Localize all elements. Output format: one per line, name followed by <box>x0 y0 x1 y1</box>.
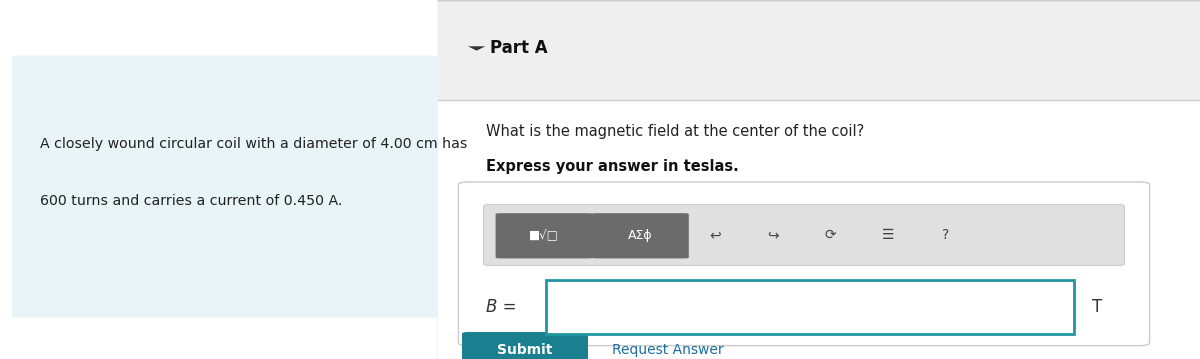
Text: ?: ? <box>942 228 949 242</box>
Text: ■√□: ■√□ <box>529 229 559 242</box>
FancyBboxPatch shape <box>496 213 593 258</box>
Text: Request Answer: Request Answer <box>612 343 724 357</box>
Text: A closely wound circular coil with a diameter of 4.00 cm has: A closely wound circular coil with a dia… <box>40 136 467 150</box>
FancyBboxPatch shape <box>12 56 438 318</box>
Text: 600 turns and carries a current of 0.450 A.: 600 turns and carries a current of 0.450… <box>40 194 342 208</box>
FancyBboxPatch shape <box>484 205 1124 266</box>
FancyBboxPatch shape <box>546 280 1074 334</box>
Text: Submit: Submit <box>497 343 553 357</box>
Text: Part A: Part A <box>490 39 547 57</box>
Text: ↩: ↩ <box>709 228 721 242</box>
Text: T: T <box>1092 298 1103 316</box>
Text: B =: B = <box>486 298 516 316</box>
Bar <box>438 101 1200 359</box>
Text: What is the magnetic field at the center of the coil?: What is the magnetic field at the center… <box>486 123 864 139</box>
Text: ☰: ☰ <box>882 228 894 242</box>
FancyBboxPatch shape <box>462 332 588 359</box>
Text: ↪: ↪ <box>767 228 779 242</box>
Polygon shape <box>468 46 485 51</box>
Text: Express your answer in teslas.: Express your answer in teslas. <box>486 159 739 174</box>
FancyBboxPatch shape <box>592 213 689 258</box>
Text: AΣϕ: AΣϕ <box>628 229 653 242</box>
Bar <box>438 0 1200 101</box>
FancyBboxPatch shape <box>458 182 1150 346</box>
Text: ⟳: ⟳ <box>824 228 836 242</box>
